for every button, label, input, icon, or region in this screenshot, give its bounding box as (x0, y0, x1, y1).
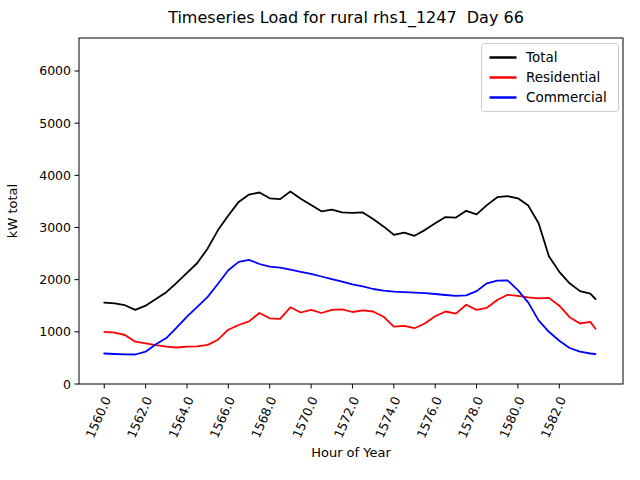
x-tick-label: 1564.0 (165, 394, 197, 440)
x-tick-label: 1560.0 (82, 394, 114, 440)
x-tick-label: 1562.0 (124, 394, 156, 440)
timeseries-load-chart: 1560.0 1562.0 1564.0 1566.0 1568.0 1570.0 1572… (0, 0, 640, 480)
x-tick-label: 1568.0 (248, 394, 280, 440)
legend-label-total: Total (525, 49, 558, 65)
x-tick-label: 1572.0 (331, 394, 363, 440)
chart-figure: 1560.0 1562.0 1564.0 1566.0 1568.0 1570.0 1572… (0, 0, 640, 480)
x-tick-label: 1582.0 (538, 394, 570, 440)
y-tick-label: 5000 (39, 116, 71, 131)
x-tick-label: 1574.0 (372, 394, 404, 440)
x-axis-label: Hour of Year (311, 445, 391, 460)
legend-label-commercial: Commercial (526, 89, 607, 105)
x-tick-label: 1576.0 (413, 394, 445, 440)
y-tick-label: 3000 (39, 220, 71, 235)
y-tick-label: 0 (63, 377, 71, 392)
y-tick-label: 1000 (39, 324, 71, 339)
chart-title: Timeseries Load for rural rhs1_1247 Day … (167, 8, 524, 28)
x-tick-label: 1578.0 (455, 394, 487, 440)
legend: Total Residential Commercial (482, 44, 619, 112)
legend-label-residential: Residential (526, 69, 600, 85)
y-axis-label: kW total (5, 184, 20, 238)
y-tick-label: 4000 (39, 168, 71, 183)
x-tick-label: 1566.0 (207, 394, 239, 440)
y-tick-label: 2000 (39, 272, 71, 287)
y-tick-label: 6000 (39, 63, 71, 78)
x-tick-label: 1580.0 (496, 394, 528, 440)
x-axis: 1560.0 1562.0 1564.0 1566.0 1568.0 1570.0 1572… (82, 384, 569, 440)
y-axis: 0 1000 2000 3000 4000 5000 6000 (39, 63, 79, 391)
x-tick-label: 1570.0 (289, 394, 321, 440)
